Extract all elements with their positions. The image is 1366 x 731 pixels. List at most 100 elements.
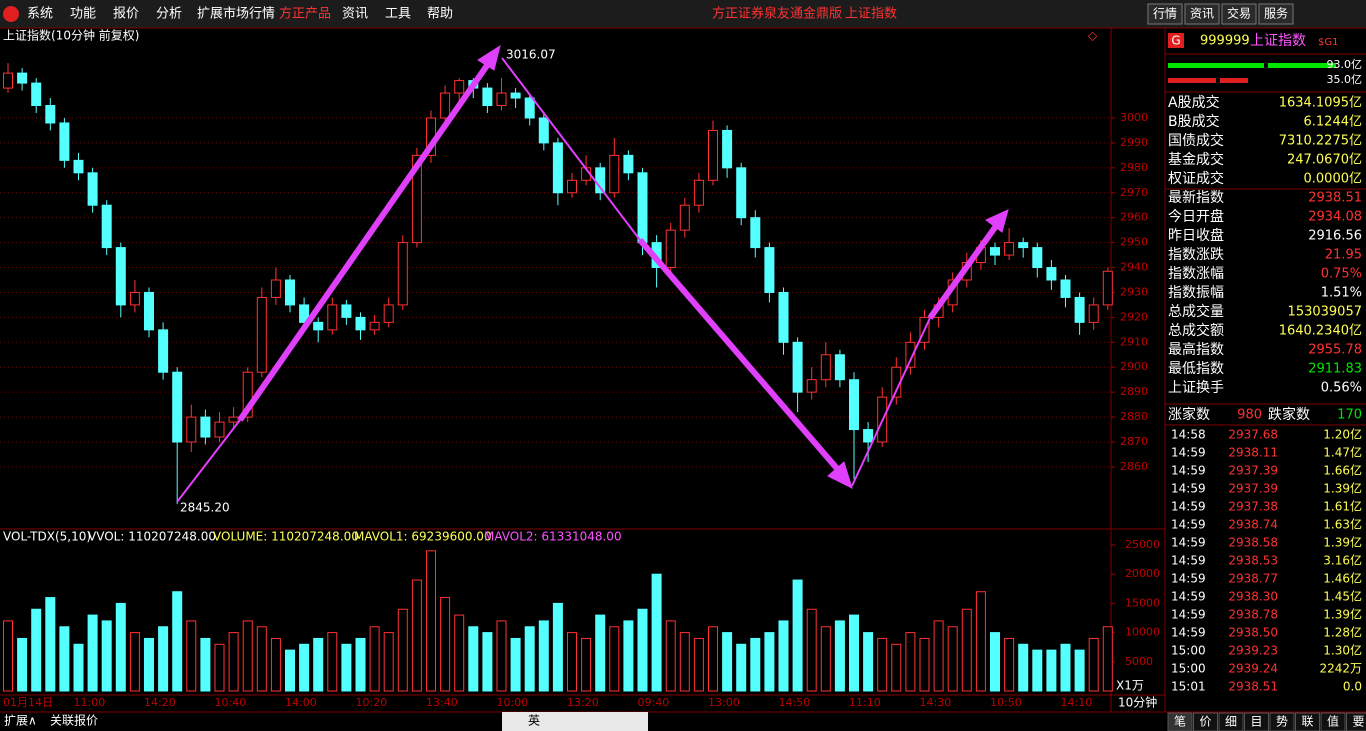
volume-bar bbox=[736, 643, 747, 692]
volume-bar bbox=[256, 626, 267, 692]
volume-bar bbox=[1004, 637, 1015, 692]
volume-bar bbox=[764, 632, 775, 692]
candle-body bbox=[129, 291, 140, 306]
volume-bar bbox=[59, 626, 70, 692]
tick-volume: 1.39亿 bbox=[1323, 607, 1362, 622]
candle-body bbox=[200, 416, 211, 438]
trend-arrows bbox=[176, 44, 1009, 503]
menu-button[interactable] bbox=[1258, 3, 1294, 25]
volume-bar bbox=[552, 602, 563, 692]
candle-body bbox=[285, 279, 295, 306]
menu-item[interactable]: 帮助 bbox=[427, 7, 453, 22]
menu-item[interactable]: 方正产品 bbox=[279, 6, 331, 22]
volume-bar bbox=[806, 608, 817, 692]
menu-button[interactable] bbox=[1184, 3, 1220, 25]
tick-price: 2939.24 bbox=[1228, 662, 1278, 676]
tab-label: 细 bbox=[1225, 715, 1237, 729]
candle-body bbox=[482, 87, 493, 107]
tab[interactable] bbox=[1244, 712, 1269, 731]
volume-bar bbox=[919, 637, 930, 692]
x-tick-label: 10:40 bbox=[215, 696, 247, 709]
unit-label: X1万 bbox=[1116, 679, 1144, 693]
volume-bar bbox=[468, 626, 479, 692]
volume-bar bbox=[637, 608, 648, 692]
breadth-value: 170 bbox=[1337, 408, 1362, 423]
trend-arrow bbox=[237, 62, 491, 422]
flow-bar bbox=[1168, 63, 1264, 68]
tab[interactable] bbox=[1295, 712, 1320, 731]
code: 999999 bbox=[1200, 34, 1250, 49]
menu-button[interactable] bbox=[1221, 3, 1257, 25]
menu-item[interactable]: 报价 bbox=[113, 7, 139, 22]
candle-body bbox=[1074, 296, 1085, 323]
candle-body bbox=[750, 217, 761, 249]
candle-body bbox=[637, 172, 648, 244]
flow-label: 93.0亿 bbox=[1327, 58, 1363, 71]
tick-time: 14:59 bbox=[1171, 590, 1206, 604]
vol-header: VOLUME: 110207248.00 bbox=[213, 530, 359, 544]
status-item[interactable]: 关联报价 bbox=[50, 713, 98, 728]
volume-bar bbox=[158, 626, 169, 692]
candle-body bbox=[863, 429, 874, 443]
menu-item[interactable]: 资讯 bbox=[342, 7, 368, 22]
stat-value: 2916.56 bbox=[1308, 229, 1362, 244]
tab[interactable] bbox=[1346, 712, 1366, 731]
menu-item[interactable]: 扩展市场行情 bbox=[197, 6, 275, 22]
volume-bar bbox=[426, 550, 436, 692]
x-tick-label: 10:50 bbox=[990, 696, 1022, 709]
volume-bar bbox=[891, 643, 902, 692]
tick-price: 2938.11 bbox=[1228, 446, 1278, 460]
x-tick-label: 01月14日 bbox=[3, 696, 53, 709]
volume-bar bbox=[1102, 626, 1113, 692]
tab[interactable] bbox=[1320, 712, 1346, 731]
tick-volume: 1.66亿 bbox=[1323, 463, 1362, 478]
tick-time: 14:58 bbox=[1171, 428, 1206, 442]
arrow-head bbox=[827, 461, 853, 489]
volume-bar bbox=[1046, 649, 1057, 692]
volume-bar bbox=[510, 637, 521, 692]
tab[interactable] bbox=[1167, 712, 1193, 731]
stat-label: 总成交额 bbox=[1168, 322, 1224, 339]
chart-header: 上证指数(10分钟 前复权) bbox=[3, 28, 139, 43]
candle-body bbox=[834, 354, 845, 381]
candle-body bbox=[496, 92, 507, 107]
candle-body bbox=[313, 321, 324, 331]
tab[interactable] bbox=[1218, 712, 1244, 731]
arrow-head bbox=[477, 44, 501, 71]
tick-time: 15:01 bbox=[1171, 680, 1206, 694]
menu-button[interactable] bbox=[1147, 3, 1183, 25]
stat-label: 指数涨跌 bbox=[1168, 247, 1224, 263]
volume-bar bbox=[270, 637, 281, 692]
tab-label: 笔 bbox=[1174, 714, 1186, 729]
candle-body bbox=[849, 379, 859, 431]
menu-item[interactable]: 分析 bbox=[156, 7, 182, 22]
trend-line bbox=[176, 419, 241, 503]
stat-value: 247.0670亿 bbox=[1287, 153, 1362, 168]
tab[interactable] bbox=[1269, 712, 1295, 731]
tick-time: 14:59 bbox=[1171, 536, 1206, 550]
menu-item[interactable]: 系统 bbox=[27, 7, 53, 22]
menu-buttons: 行情 资讯 交易 服务 bbox=[1147, 3, 1294, 25]
menu-item[interactable]: 功能 bbox=[70, 7, 96, 22]
tick-time: 14:59 bbox=[1171, 608, 1206, 622]
menu-item[interactable]: 工具 bbox=[385, 7, 411, 22]
tick-price: 2937.38 bbox=[1228, 500, 1278, 514]
stat-value: 2911.83 bbox=[1308, 362, 1362, 377]
y-tick-label: 2960 bbox=[1120, 211, 1148, 224]
stat-label: 基金成交 bbox=[1168, 151, 1224, 168]
tick-price: 2938.51 bbox=[1228, 680, 1278, 694]
x-tick-label: 11:10 bbox=[849, 696, 881, 709]
tab[interactable] bbox=[1193, 712, 1218, 731]
volume-bar bbox=[990, 632, 1000, 692]
volume-bar bbox=[285, 649, 295, 692]
x-tick-label: 10:00 bbox=[497, 696, 529, 709]
tick-volume: 1.45亿 bbox=[1323, 589, 1362, 604]
volume-bar bbox=[905, 632, 916, 692]
stat-value: 0.0000亿 bbox=[1304, 172, 1363, 187]
volume-bar bbox=[383, 632, 394, 692]
status-item[interactable]: 扩展∧ bbox=[4, 714, 37, 728]
volume-bar bbox=[708, 626, 718, 692]
tick-time: 14:59 bbox=[1171, 482, 1206, 496]
